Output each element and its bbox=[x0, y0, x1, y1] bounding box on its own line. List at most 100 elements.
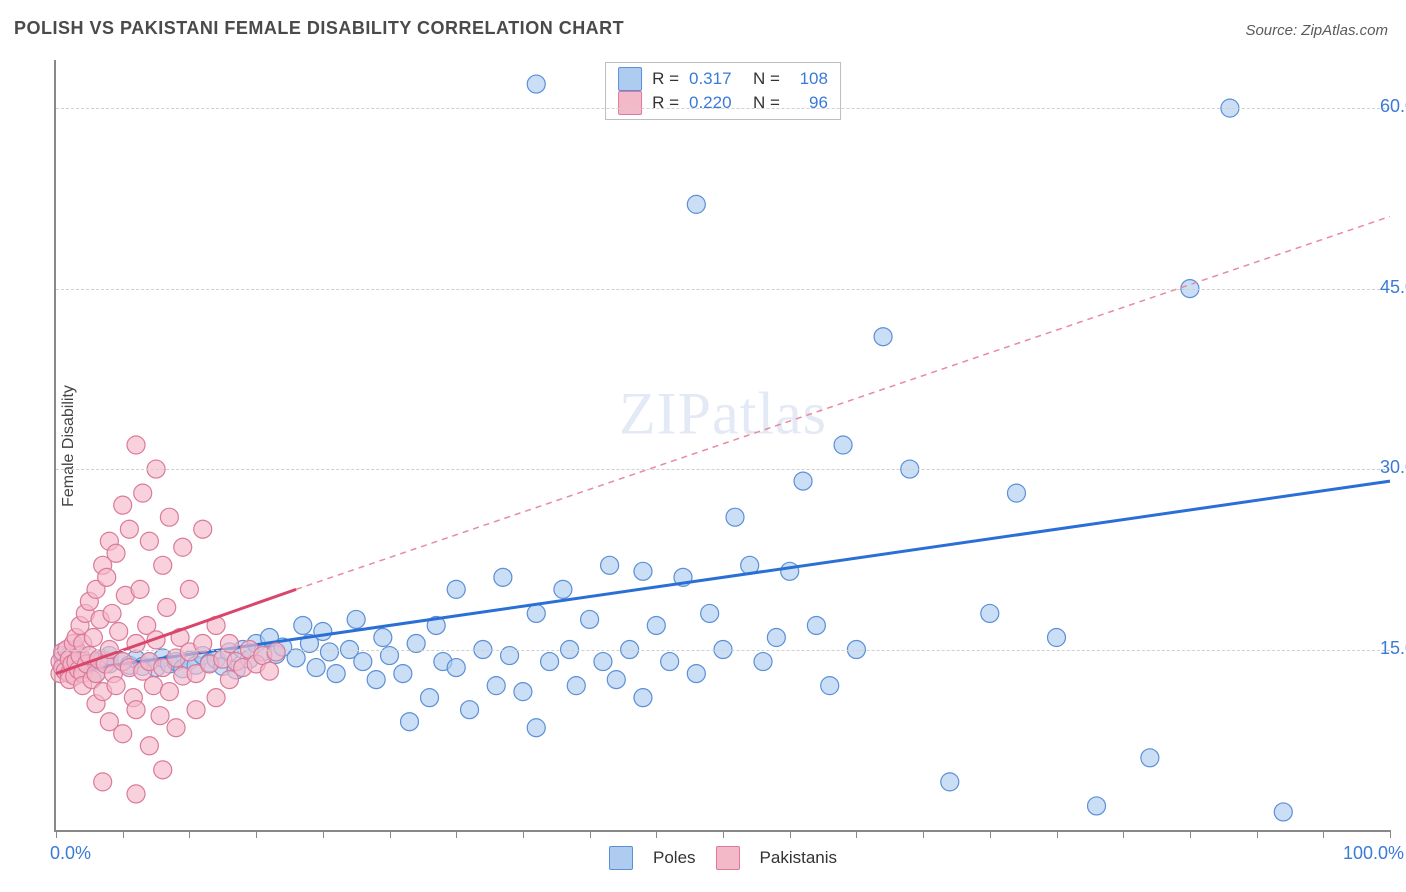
scatter-point bbox=[94, 773, 112, 791]
scatter-point bbox=[160, 508, 178, 526]
scatter-point bbox=[140, 532, 158, 550]
scatter-point bbox=[180, 580, 198, 598]
legend-n-label: N = bbox=[753, 69, 780, 89]
legend-r-label: R = bbox=[652, 69, 679, 89]
x-tick bbox=[590, 830, 591, 838]
chart-source: Source: ZipAtlas.com bbox=[1245, 22, 1388, 39]
scatter-point bbox=[647, 616, 665, 634]
scatter-point bbox=[807, 616, 825, 634]
scatter-point bbox=[347, 610, 365, 628]
scatter-point bbox=[447, 580, 465, 598]
scatter-point bbox=[103, 604, 121, 622]
legend-swatch bbox=[618, 91, 642, 115]
legend-row: R =0.317N =108 bbox=[618, 67, 828, 91]
legend-swatch bbox=[609, 846, 633, 870]
x-tick bbox=[1323, 830, 1324, 838]
scatter-point bbox=[354, 653, 372, 671]
legend-series-label: Poles bbox=[653, 848, 696, 868]
x-tick bbox=[923, 830, 924, 838]
legend-n-value: 108 bbox=[790, 69, 828, 89]
x-tick bbox=[1257, 830, 1258, 838]
scatter-point bbox=[581, 610, 599, 628]
x-tick bbox=[990, 830, 991, 838]
gridline-h bbox=[56, 469, 1390, 470]
x-tick bbox=[56, 830, 57, 838]
scatter-point bbox=[267, 643, 285, 661]
scatter-point bbox=[107, 677, 125, 695]
scatter-point bbox=[307, 659, 325, 677]
legend-n-label: N = bbox=[753, 93, 780, 113]
x-tick bbox=[790, 830, 791, 838]
scatter-svg bbox=[56, 60, 1390, 830]
trend-line bbox=[296, 216, 1390, 589]
scatter-point bbox=[1141, 749, 1159, 767]
scatter-point bbox=[320, 643, 338, 661]
x-tick bbox=[1190, 830, 1191, 838]
scatter-point bbox=[634, 562, 652, 580]
scatter-point bbox=[594, 653, 612, 671]
scatter-point bbox=[294, 616, 312, 634]
scatter-point bbox=[494, 568, 512, 586]
scatter-point bbox=[554, 580, 572, 598]
scatter-point bbox=[541, 653, 559, 671]
scatter-point bbox=[527, 604, 545, 622]
x-tick bbox=[523, 830, 524, 838]
scatter-point bbox=[194, 520, 212, 538]
scatter-point bbox=[701, 604, 719, 622]
scatter-point bbox=[140, 737, 158, 755]
scatter-point bbox=[1048, 629, 1066, 647]
x-tick bbox=[656, 830, 657, 838]
scatter-point bbox=[167, 719, 185, 737]
scatter-point bbox=[134, 484, 152, 502]
scatter-point bbox=[260, 662, 278, 680]
x-tick bbox=[390, 830, 391, 838]
scatter-point bbox=[607, 671, 625, 689]
scatter-point bbox=[114, 725, 132, 743]
x-tick bbox=[1057, 830, 1058, 838]
scatter-point bbox=[834, 436, 852, 454]
scatter-point bbox=[174, 538, 192, 556]
scatter-point bbox=[84, 629, 102, 647]
scatter-point bbox=[107, 544, 125, 562]
scatter-point bbox=[401, 713, 419, 731]
scatter-point bbox=[314, 622, 332, 640]
legend-swatch bbox=[618, 67, 642, 91]
scatter-point bbox=[874, 328, 892, 346]
scatter-point bbox=[154, 556, 172, 574]
scatter-point bbox=[601, 556, 619, 574]
scatter-point bbox=[1274, 803, 1292, 821]
legend-n-value: 96 bbox=[790, 93, 828, 113]
y-tick-label: 60.0% bbox=[1380, 96, 1406, 117]
scatter-point bbox=[634, 689, 652, 707]
x-tick bbox=[456, 830, 457, 838]
scatter-point bbox=[120, 520, 138, 538]
legend-r-label: R = bbox=[652, 93, 679, 113]
chart-title: POLISH VS PAKISTANI FEMALE DISABILITY CO… bbox=[14, 18, 624, 39]
scatter-point bbox=[941, 773, 959, 791]
scatter-point bbox=[1007, 484, 1025, 502]
scatter-point bbox=[794, 472, 812, 490]
x-tick bbox=[1123, 830, 1124, 838]
scatter-point bbox=[374, 629, 392, 647]
x-axis-min-label: 0.0% bbox=[50, 843, 91, 864]
scatter-point bbox=[287, 649, 305, 667]
scatter-point bbox=[151, 707, 169, 725]
plot-area: ZIPatlas R =0.317N =108R =0.220N = 96 Po… bbox=[54, 60, 1390, 832]
scatter-point bbox=[367, 671, 385, 689]
scatter-point bbox=[207, 689, 225, 707]
scatter-point bbox=[661, 653, 679, 671]
scatter-point bbox=[98, 568, 116, 586]
scatter-point bbox=[527, 719, 545, 737]
x-tick bbox=[856, 830, 857, 838]
scatter-point bbox=[781, 562, 799, 580]
scatter-point bbox=[158, 598, 176, 616]
scatter-point bbox=[394, 665, 412, 683]
scatter-point bbox=[487, 677, 505, 695]
scatter-point bbox=[127, 785, 145, 803]
scatter-point bbox=[187, 701, 205, 719]
legend-series: PolesPakistanis bbox=[609, 846, 837, 870]
x-tick bbox=[723, 830, 724, 838]
scatter-point bbox=[127, 436, 145, 454]
x-tick bbox=[323, 830, 324, 838]
scatter-point bbox=[421, 689, 439, 707]
